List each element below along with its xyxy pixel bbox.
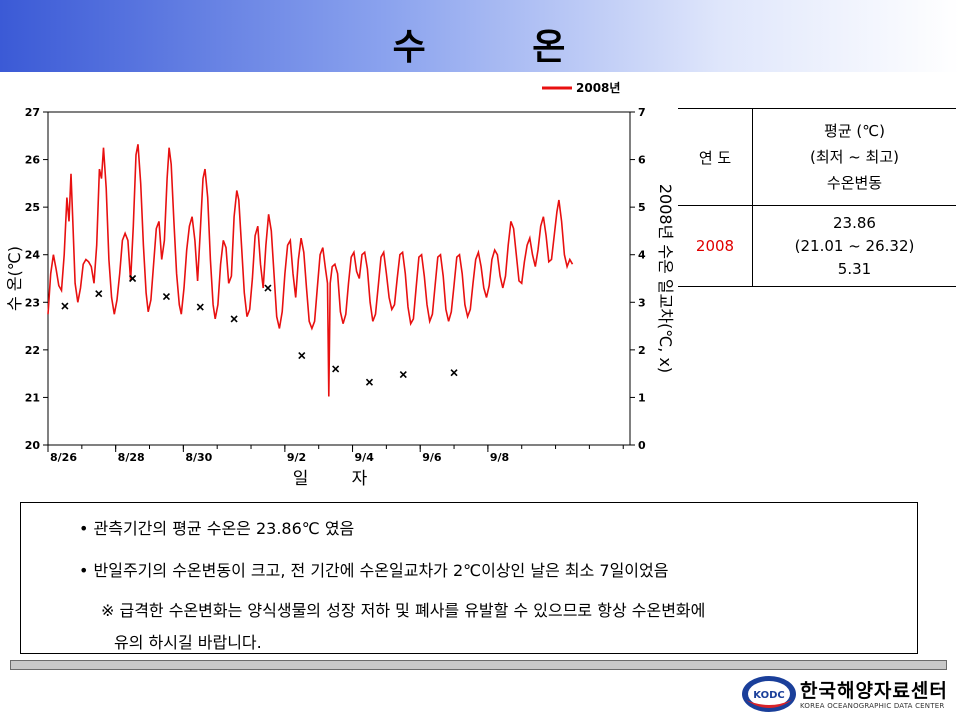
header-stat-mean: 평균 (℃): [824, 122, 885, 140]
daily-range-marker: [450, 369, 458, 377]
y-tick-label: 26: [25, 154, 41, 167]
y2-tick-label: 2: [638, 344, 646, 357]
y2-tick-label: 0: [638, 439, 646, 452]
plot-frame: [47, 111, 631, 446]
daily-range-marker: [61, 302, 69, 310]
x-tick-label: 9/2: [287, 451, 306, 464]
daily-range-marker: [264, 284, 272, 292]
footer-bar: [10, 660, 947, 670]
logo-subtitle: KOREA OCEANOGRAPHIC DATA CENTER: [800, 702, 945, 710]
daily-range-marker: [399, 371, 407, 379]
header-stat-range: (최저 ~ 최고): [809, 148, 899, 166]
y2-axis-label: 2008년 수온 일교차(℃, x): [656, 184, 675, 373]
y2-tick-label: 7: [638, 106, 646, 119]
kodc-logo: KODC 한국해양자료센터 KOREA OCEANOGRAPHIC DATA C…: [740, 672, 955, 716]
daily-range-marker: [332, 365, 340, 373]
kodc-emblem-icon: KODC: [742, 676, 796, 712]
legend-label: 2008년: [576, 81, 620, 95]
daily-range-marker: [298, 352, 306, 360]
x-tick-label: 8/30: [185, 451, 212, 464]
y2-tick-label: 6: [638, 154, 646, 167]
stats-table: 연 도 평균 (℃) (최저 ~ 최고) 수온변동 2008 23.86 (21…: [678, 108, 956, 287]
y-tick-label: 21: [25, 391, 40, 404]
y-tick-label: 27: [25, 106, 40, 119]
temperature-series-line: [47, 144, 574, 397]
x-tick-label: 9/4: [355, 451, 375, 464]
daily-range-marker: [129, 274, 137, 283]
x-tick-label: 9/8: [490, 451, 509, 464]
row-year: 2008: [678, 205, 753, 287]
row-range: (21.01 ~ 26.32): [794, 236, 915, 255]
daily-range-marker: [365, 378, 374, 386]
y-tick-label: 24: [25, 249, 41, 262]
y-tick-label: 25: [25, 201, 40, 214]
header-year: 연 도: [678, 108, 753, 206]
stats-data-row: 2008 23.86 (21.01 ~ 26.32) 5.31: [678, 205, 956, 287]
y2-tick-label: 3: [638, 296, 646, 309]
kodc-emblem-text: KODC: [753, 690, 784, 701]
note-bullet-mean: • 관측기간의 평균 수온은 23.86℃ 였음: [79, 519, 355, 538]
daily-range-marker: [95, 290, 103, 298]
header-stat-variation: 수온변동: [826, 174, 883, 192]
header-band: [0, 0, 960, 72]
note-warning-line2: 유의 하시길 바랍니다.: [114, 633, 262, 652]
x-tick-label: 9/6: [422, 451, 442, 464]
row-variation: 5.31: [837, 259, 872, 278]
daily-range-marker: [162, 293, 170, 301]
y-tick-label: 20: [25, 439, 41, 452]
x-tick-label: 8/26: [50, 451, 77, 464]
y2-tick-label: 1: [638, 391, 646, 404]
row-stats: 23.86 (21.01 ~ 26.32) 5.31: [752, 205, 956, 287]
y2-tick-label: 5: [638, 201, 646, 214]
x-tick-label: 8/28: [118, 451, 145, 464]
logo-name: 한국해양자료센터: [800, 680, 948, 702]
notes-box: • 관측기간의 평균 수온은 23.86℃ 였음 • 반일주기의 수온변동이 크…: [20, 502, 918, 654]
note-warning-line1: ※ 급격한 수온변화는 양식생물의 성장 저하 및 폐사를 유발할 수 있으므로…: [101, 601, 706, 620]
y-tick-label: 23: [25, 296, 40, 309]
daily-range-marker: [230, 315, 238, 323]
daily-range-marker: [196, 303, 204, 311]
y-axis-label: 수 온(℃): [5, 246, 24, 311]
page-title: 수 온: [392, 27, 568, 68]
y-tick-label: 22: [25, 344, 40, 357]
y2-tick-label: 4: [638, 249, 646, 262]
row-mean: 23.86: [833, 213, 876, 232]
header-stats: 평균 (℃) (최저 ~ 최고) 수온변동: [752, 108, 956, 206]
x-axis-label: 일 자: [293, 469, 368, 489]
stats-header-row: 연 도 평균 (℃) (최저 ~ 최고) 수온변동: [678, 108, 956, 206]
note-bullet-variation: • 반일주기의 수온변동이 크고, 전 기간에 수온일교차가 2℃이상인 날은 …: [79, 561, 669, 580]
